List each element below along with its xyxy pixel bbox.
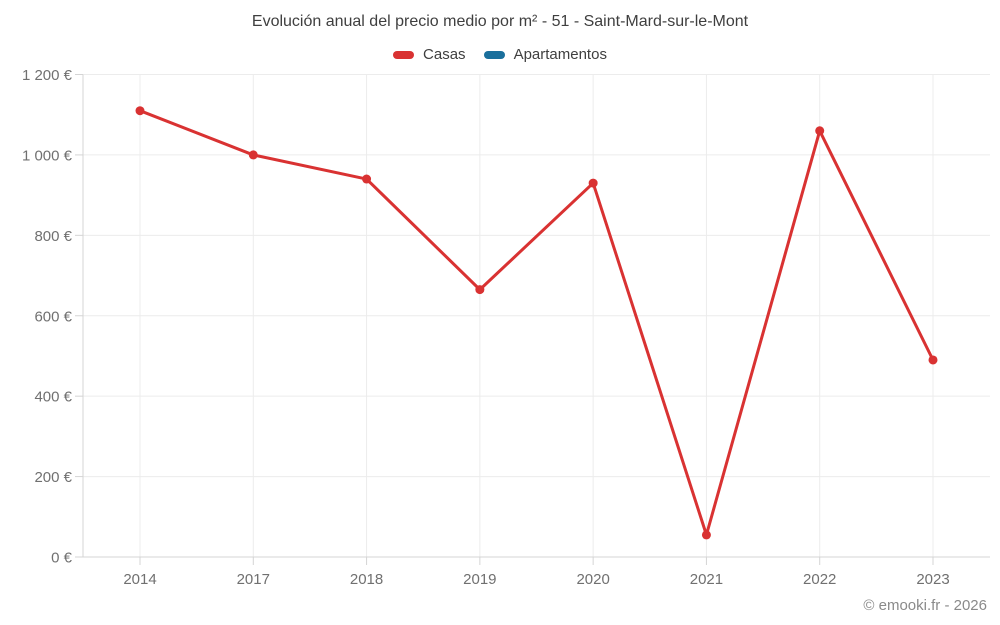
legend-label: Apartamentos bbox=[513, 46, 607, 63]
legend-item-casas[interactable]: Casas bbox=[393, 46, 466, 63]
y-tick-label: 0 € bbox=[51, 550, 73, 567]
series-line-casas bbox=[138, 109, 935, 537]
footer-credit: © emooki.fr - 2026 bbox=[863, 597, 987, 614]
x-tick-label: 2017 bbox=[237, 571, 270, 588]
legend-swatch bbox=[393, 50, 415, 59]
x-tick-label: 2014 bbox=[123, 571, 156, 588]
x-tick-label: 2020 bbox=[576, 571, 609, 588]
chart-legend: Casas Apartamentos bbox=[0, 46, 1000, 63]
data-point-casas[interactable] bbox=[362, 174, 372, 184]
x-tick-label: 2018 bbox=[350, 571, 383, 588]
data-point-casas[interactable] bbox=[135, 106, 145, 116]
legend-swatch bbox=[483, 50, 505, 59]
y-tick-label: 600 € bbox=[34, 308, 72, 325]
y-tick-label: 800 € bbox=[34, 228, 72, 245]
y-tick-label: 1 000 € bbox=[22, 147, 73, 164]
x-tick-label: 2022 bbox=[803, 571, 836, 588]
y-tick-label: 200 € bbox=[34, 469, 72, 486]
data-point-casas[interactable] bbox=[701, 530, 711, 540]
legend-item-apartamentos[interactable]: Apartamentos bbox=[483, 46, 607, 63]
data-point-casas[interactable] bbox=[928, 355, 938, 365]
data-point-casas[interactable] bbox=[815, 126, 825, 136]
x-tick-label: 2019 bbox=[463, 571, 496, 588]
data-point-casas[interactable] bbox=[248, 150, 258, 160]
data-point-casas[interactable] bbox=[588, 178, 598, 188]
x-tick-label: 2023 bbox=[916, 571, 949, 588]
chart-title: Evolución anual del precio medio por m² … bbox=[251, 13, 749, 30]
x-tick-label: 2021 bbox=[690, 571, 723, 588]
data-point-casas[interactable] bbox=[475, 285, 485, 295]
legend-label: Casas bbox=[423, 46, 466, 63]
y-tick-label: 1 200 € bbox=[22, 67, 73, 84]
y-tick-label: 400 € bbox=[34, 389, 72, 406]
